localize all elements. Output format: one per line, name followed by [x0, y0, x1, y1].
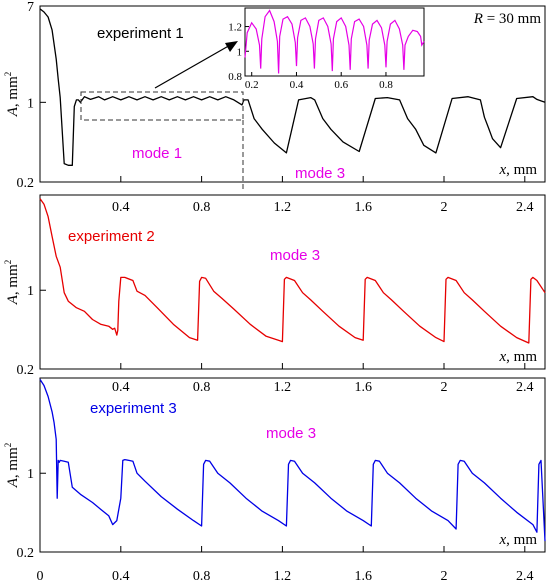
legend-label: experiment 2 [68, 228, 155, 245]
inset-x-tick-label: 0.6 [334, 79, 348, 91]
plot-frame [39, 5, 546, 183]
x-axis-label-unit: , mm [506, 532, 537, 548]
x-tick-label: 2 [441, 569, 448, 584]
zoom-arrow-head [225, 41, 238, 52]
inset-x-tick-label: 0.4 [290, 79, 304, 91]
y-axis-label-var: A [5, 106, 21, 117]
mode-label: mode 3 [270, 247, 320, 264]
inset-y-tick-label: 1 [237, 46, 243, 58]
x-tick-label: 0.8 [193, 200, 211, 215]
x-tick-label: 0.4 [112, 380, 130, 395]
mode-label: mode 3 [266, 425, 316, 442]
y-axis-label: A, mm2 [3, 443, 21, 489]
x-tick-label: 0.8 [193, 569, 211, 584]
inset-y-tick-label: 0.8 [228, 71, 242, 83]
plot-frame [39, 377, 546, 553]
inset-y-tick-label: 1.2 [228, 22, 242, 34]
x-tick-label: 1.6 [354, 380, 372, 395]
y-axis-label: A, mm2 [3, 260, 21, 306]
x-tick-label: 2 [441, 200, 448, 215]
inset-x-tick-label: 0.8 [379, 79, 393, 91]
x-tick-label: 2 [441, 380, 448, 395]
y-tick-label: 1 [27, 96, 34, 111]
legend-label: experiment 3 [90, 400, 177, 417]
x-tick-label: 1.6 [354, 569, 372, 584]
inset-x-tick-label: 0.2 [245, 79, 259, 91]
y-tick-label: 0.2 [17, 176, 35, 191]
x-axis-label-unit: , mm [506, 162, 537, 178]
x-axis-label: x, mm [498, 349, 537, 365]
y-axis-label-unit: , mm [5, 76, 21, 107]
x-tick-label: 0.8 [193, 380, 211, 395]
legend-label: experiment 1 [97, 25, 184, 42]
x-tick-label: 1.2 [274, 569, 292, 584]
x-tick-label: 0 [37, 569, 44, 584]
y-tick-label: 7 [27, 0, 34, 15]
series-line [39, 8, 546, 166]
x-axis-label: x, mm [498, 532, 537, 548]
radius-label-value: = 30 mm [483, 11, 541, 27]
y-axis-label-sup: 2 [3, 443, 13, 448]
y-tick-label: 0.2 [17, 363, 35, 378]
x-tick-label: 2.4 [516, 200, 534, 215]
y-axis-label: A, mm2 [3, 72, 21, 118]
mode-label: mode 1 [132, 145, 182, 162]
x-tick-label: 0.4 [112, 569, 130, 584]
y-axis-label-sup: 2 [3, 260, 13, 265]
x-tick-label: 1.6 [354, 200, 372, 215]
x-tick-label: 2.4 [516, 569, 534, 584]
zoom-arrow-line [154, 43, 233, 89]
y-axis-label-unit: , mm [5, 447, 21, 478]
x-axis-label-var: x [498, 532, 506, 548]
y-axis-label-unit: , mm [5, 264, 21, 295]
x-axis-label-var: x [498, 349, 506, 365]
x-axis-label-var: x [498, 162, 506, 178]
y-tick-label: 0.2 [17, 546, 35, 561]
inset-chart: 1.210.80.2 0.4 0.6 0.8 [228, 7, 425, 91]
inset-series-line [244, 9, 425, 74]
y-tick-label: 1 [27, 284, 34, 299]
x-tick-label: 0.4 [112, 200, 130, 215]
y-axis-label-sup: 2 [3, 72, 13, 77]
x-tick-label: 2.4 [516, 380, 534, 395]
y-axis-label-var: A [5, 477, 21, 488]
radius-label: R = 30 mm [473, 11, 542, 27]
plot-frame [39, 194, 546, 370]
series-line [39, 379, 546, 542]
mode-label: mode 3 [295, 165, 345, 182]
series-line [39, 198, 546, 344]
x-tick-label: 1.2 [274, 200, 292, 215]
inset-frame [244, 7, 425, 77]
radius-label-var: R [473, 11, 483, 27]
zoom-region-box [80, 91, 244, 121]
y-axis-label-var: A [5, 294, 21, 305]
x-tick-label: 1.2 [274, 380, 292, 395]
x-axis-label-unit: , mm [506, 349, 537, 365]
y-tick-label: 1 [27, 467, 34, 482]
x-axis-label: x, mm [498, 162, 537, 178]
